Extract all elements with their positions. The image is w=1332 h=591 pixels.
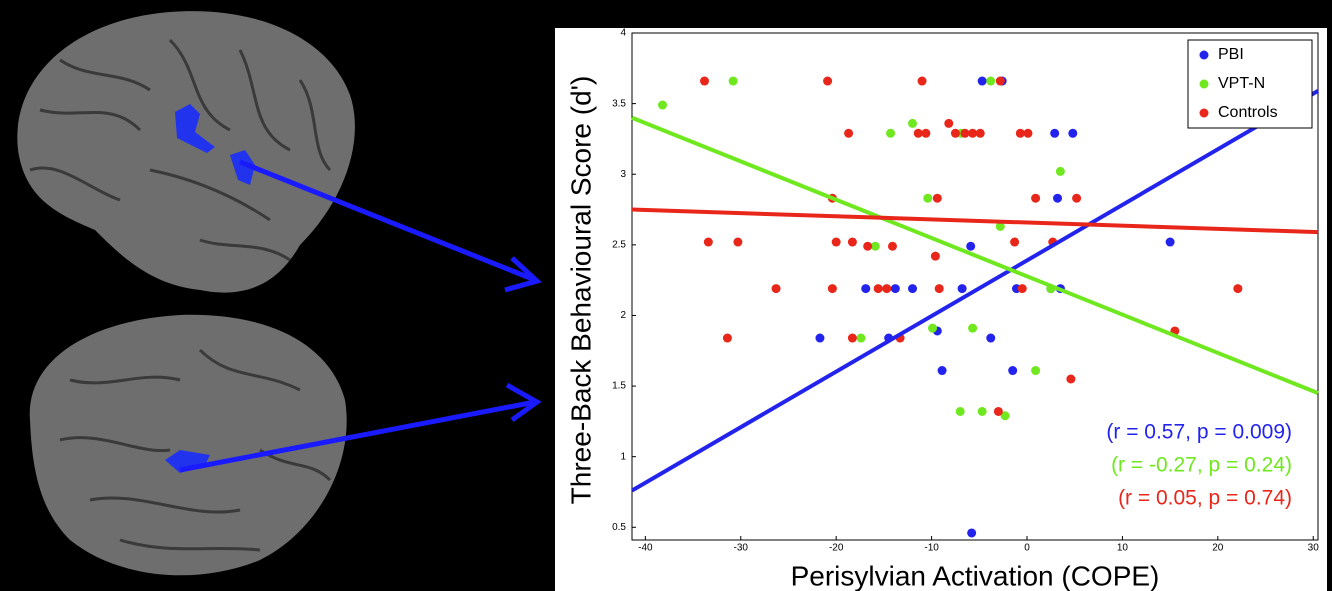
point bbox=[908, 284, 917, 293]
point bbox=[823, 77, 832, 86]
annotation: (r = 0.05, p = 0.74) bbox=[1118, 487, 1292, 510]
point bbox=[967, 528, 976, 537]
point bbox=[908, 119, 917, 128]
y-axis-label: Three-Back Behavioural Score (d') bbox=[565, 76, 596, 505]
point bbox=[832, 238, 841, 247]
point bbox=[1050, 129, 1059, 138]
point bbox=[935, 284, 944, 293]
point bbox=[928, 324, 937, 333]
y-tick-label: 0.5 bbox=[612, 522, 626, 533]
legend-label: VPT-N bbox=[1218, 75, 1265, 92]
point bbox=[986, 334, 995, 343]
y-tick-label: 3.5 bbox=[612, 98, 626, 109]
y-tick-label: 2.5 bbox=[612, 239, 626, 250]
point bbox=[1072, 194, 1081, 203]
point bbox=[700, 77, 709, 86]
point bbox=[891, 284, 900, 293]
point bbox=[958, 284, 967, 293]
point bbox=[918, 77, 927, 86]
point bbox=[994, 407, 1003, 416]
y-tick-label: 2 bbox=[620, 310, 626, 321]
point bbox=[944, 119, 953, 128]
x-tick-label: -20 bbox=[829, 543, 844, 554]
figure: Perisylvian Activation (COPE) Three-Back… bbox=[0, 0, 1332, 591]
point bbox=[996, 77, 1005, 86]
annotation: (r = 0.57, p = 0.009) bbox=[1106, 421, 1292, 444]
point bbox=[923, 194, 932, 203]
y-tick-label: 1.5 bbox=[612, 381, 626, 392]
point bbox=[938, 366, 947, 375]
point bbox=[978, 407, 987, 416]
point bbox=[723, 334, 732, 343]
y-tick-label: 4 bbox=[620, 28, 626, 39]
point bbox=[863, 242, 872, 251]
point bbox=[844, 129, 853, 138]
point bbox=[856, 334, 865, 343]
point bbox=[828, 284, 837, 293]
point bbox=[888, 242, 897, 251]
point bbox=[882, 284, 891, 293]
x-tick-label: -30 bbox=[734, 543, 749, 554]
point bbox=[733, 238, 742, 247]
x-tick-label: 30 bbox=[1308, 543, 1320, 554]
point bbox=[956, 407, 965, 416]
point bbox=[729, 77, 738, 86]
point bbox=[1031, 366, 1040, 375]
point bbox=[1056, 167, 1065, 176]
x-tick-label: 0 bbox=[1024, 543, 1030, 554]
x-tick-label: -10 bbox=[924, 543, 939, 554]
point bbox=[933, 194, 942, 203]
point bbox=[986, 77, 995, 86]
point bbox=[1233, 284, 1242, 293]
point bbox=[815, 334, 824, 343]
legend-label: PBI bbox=[1218, 46, 1244, 63]
point bbox=[931, 252, 940, 261]
x-tick-label: 10 bbox=[1117, 543, 1129, 554]
y-tick-label: 1 bbox=[620, 451, 626, 462]
point bbox=[886, 129, 895, 138]
annotation: (r = -0.27, p = 0.24) bbox=[1111, 454, 1292, 477]
point bbox=[848, 334, 857, 343]
point bbox=[976, 129, 985, 138]
y-tick-label: 3 bbox=[620, 169, 626, 180]
x-axis-label: Perisylvian Activation (COPE) bbox=[791, 560, 1160, 591]
x-tick-label: 20 bbox=[1212, 543, 1224, 554]
point bbox=[772, 284, 781, 293]
point bbox=[658, 101, 667, 110]
point bbox=[968, 324, 977, 333]
point bbox=[1008, 366, 1017, 375]
legend-marker bbox=[1200, 109, 1209, 118]
x-tick-label: -40 bbox=[638, 543, 653, 554]
point bbox=[1031, 194, 1040, 203]
point bbox=[978, 77, 987, 86]
point bbox=[1166, 238, 1175, 247]
point bbox=[1023, 129, 1032, 138]
point bbox=[874, 284, 883, 293]
point bbox=[861, 284, 870, 293]
point bbox=[1053, 194, 1062, 203]
point bbox=[966, 242, 975, 251]
point bbox=[1010, 238, 1019, 247]
point bbox=[1068, 129, 1077, 138]
point bbox=[848, 238, 857, 247]
point bbox=[704, 238, 713, 247]
point bbox=[1066, 375, 1075, 384]
point bbox=[951, 129, 960, 138]
point bbox=[921, 129, 930, 138]
legend-label: Controls bbox=[1218, 104, 1278, 121]
legend-marker bbox=[1200, 80, 1209, 89]
legend-marker bbox=[1200, 51, 1209, 60]
point bbox=[1018, 284, 1027, 293]
